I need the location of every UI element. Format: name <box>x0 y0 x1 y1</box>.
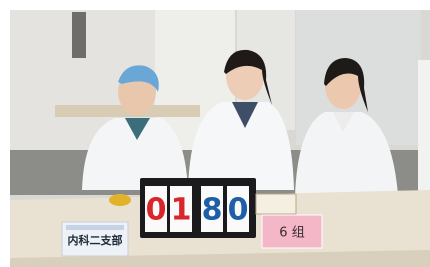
group-sign-text: 6 组 <box>279 226 304 241</box>
nameplate-text: 内科二支部 <box>68 233 123 247</box>
scoreboard: 0 1 8 0 <box>140 178 256 238</box>
score-digit: 0 <box>228 193 249 228</box>
score-digit: 0 <box>146 193 167 228</box>
tape-roll <box>109 194 131 206</box>
photo-scene: 0 1 8 0 6 组 内科二支部 <box>0 0 430 267</box>
score-digit: 1 <box>171 193 192 228</box>
nameplate-header <box>66 225 124 230</box>
wall-fixture <box>72 12 86 58</box>
score-digit: 8 <box>202 193 223 228</box>
paper <box>256 194 296 214</box>
